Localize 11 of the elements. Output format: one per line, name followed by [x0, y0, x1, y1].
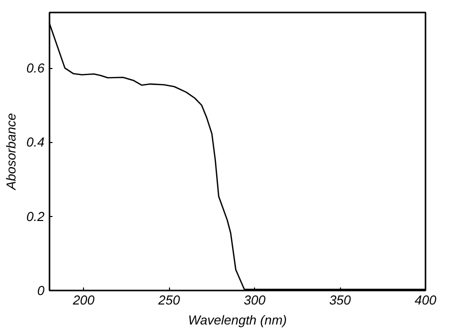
- y-tick-label: 0.2: [26, 208, 46, 224]
- x-tick-label: 250: [157, 292, 181, 308]
- x-tick-label: 300: [244, 292, 266, 308]
- y-tick-label: 0.6: [26, 60, 46, 76]
- y-axis-title: Abosorbance: [3, 113, 18, 191]
- x-axis-title: Wavelength (nm): [188, 312, 287, 328]
- x-tick-label: 200: [72, 292, 96, 308]
- x-tick-label: 350: [329, 292, 352, 308]
- y-tick-label: 0.4: [26, 134, 45, 150]
- y-tick-label: 0: [37, 283, 46, 298]
- x-tick-label: 400: [414, 292, 438, 308]
